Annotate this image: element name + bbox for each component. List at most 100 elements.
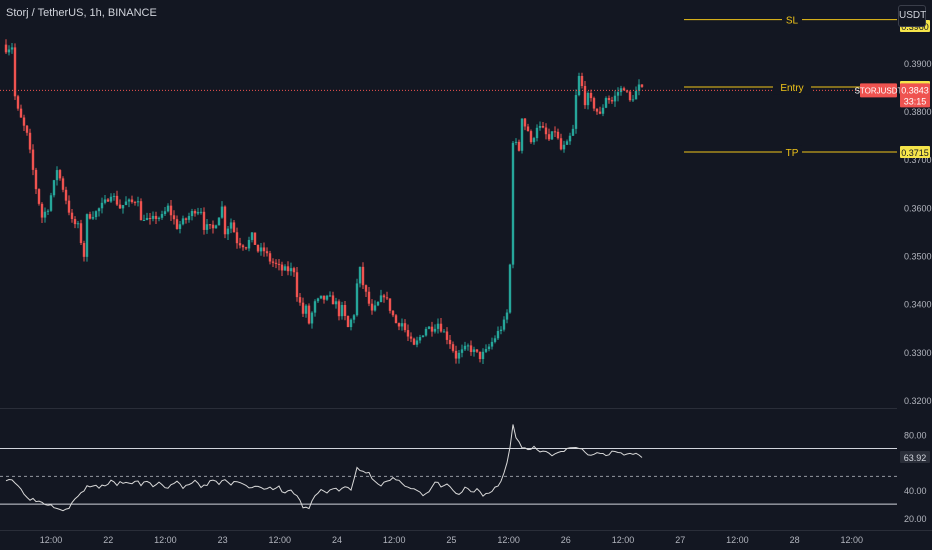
candle-body [232, 222, 236, 233]
candle-body [505, 312, 509, 320]
candle-body [496, 331, 500, 339]
candle-body [334, 301, 338, 305]
candle-body [547, 134, 551, 140]
candle-body [196, 212, 200, 214]
time-axis[interactable]: 12:00 22 12:00 23 12:00 24 12:00 25 12:00 26 12:00… [0, 530, 932, 546]
candle-body [415, 340, 419, 345]
candle-body [454, 350, 458, 359]
candle-body [448, 339, 452, 345]
candle-body [151, 215, 155, 219]
candle-body [103, 199, 107, 203]
candle-body [544, 127, 548, 135]
level-price-sl: 0.3960 [901, 22, 929, 32]
level-price-tp: 0.3715 [901, 148, 929, 158]
candle-body [58, 170, 62, 179]
symbol-tag: STORJUSDT [855, 86, 903, 95]
candle-body [124, 201, 128, 206]
rsi-line [5, 424, 643, 512]
candle-body [199, 211, 203, 213]
candle-body [631, 99, 635, 101]
candle-body [316, 298, 320, 302]
candle-body [22, 117, 26, 126]
time-tick-label: 12:00 [497, 535, 520, 545]
candle-body [361, 266, 365, 286]
candle-body [295, 272, 299, 298]
candle-body [577, 75, 581, 96]
candle-body [427, 326, 431, 329]
price-tick-label: 0.3200 [904, 396, 932, 406]
candle-body [241, 245, 245, 248]
candle-body [520, 118, 524, 151]
candle-body [265, 251, 269, 254]
candle-body [238, 243, 242, 246]
candle-body [283, 266, 287, 271]
candle-body [481, 351, 485, 360]
candle-body [307, 305, 311, 324]
candle-body [580, 75, 584, 87]
time-tick-label: 12:00 [40, 535, 63, 545]
candle-body [52, 180, 56, 196]
candle-body [382, 295, 386, 298]
candle-body [430, 326, 434, 332]
time-tick-label: 12:00 [383, 535, 406, 545]
candle-body [397, 323, 401, 327]
chart-title: Storj / TetherUS, 1h, BINANCE [6, 7, 157, 19]
candle-body [301, 302, 305, 314]
candle-body [37, 189, 41, 204]
candle-body [112, 195, 116, 197]
candle-body [94, 211, 98, 218]
candle-body [451, 344, 455, 351]
candle-body [514, 141, 518, 143]
candle-body [373, 305, 377, 311]
candle-body [115, 195, 119, 205]
candle-body [565, 141, 569, 145]
candle-body [556, 131, 560, 139]
candle-body [541, 125, 545, 128]
candle-body [28, 132, 32, 150]
candle-body [502, 319, 506, 330]
candle-body [181, 218, 185, 225]
candle-body [493, 338, 497, 342]
candle-body [499, 329, 503, 332]
candle-body [553, 131, 557, 133]
candle-body [121, 205, 125, 209]
level-label-sl: SL [786, 16, 799, 27]
level-label-entry: Entry [780, 83, 803, 94]
candle-body [67, 200, 71, 213]
candle-body [400, 323, 404, 327]
candle-body [190, 211, 194, 217]
candle-body [313, 301, 317, 313]
candle-body [55, 170, 59, 181]
current-price-label: 0.3843 [901, 85, 929, 95]
time-tick-label: 28 [790, 535, 800, 545]
candle-body [352, 315, 356, 320]
price-axis[interactable]: 0.3900 0.3800 0.3700 0.3600 0.3500 0.3400 0.33… [855, 20, 932, 524]
price-tick-label: 0.3700 [904, 155, 932, 165]
candle-body [616, 92, 620, 96]
candle-body [31, 149, 35, 170]
candle-body [532, 138, 536, 143]
candle-body [184, 218, 188, 220]
candle-body [364, 285, 368, 292]
candle-body [133, 202, 137, 204]
rsi-value-label: 63.92 [904, 453, 927, 463]
rsi-tick-label: 20.00 [904, 514, 927, 524]
candle-body [88, 214, 92, 219]
candle-body [469, 345, 473, 353]
candle-body [82, 243, 86, 257]
candle-body [253, 232, 257, 245]
candle-body [421, 335, 425, 338]
currency-button[interactable]: USDT [898, 5, 926, 27]
candle-body [310, 312, 314, 324]
candle-body [70, 212, 74, 220]
candle-body [97, 208, 101, 212]
candle-body [445, 331, 449, 340]
candle-body [622, 88, 626, 91]
candle-body [610, 100, 614, 102]
candle-body [346, 316, 350, 328]
time-tick-label: 12:00 [726, 535, 749, 545]
rsi-pane [0, 424, 897, 512]
time-tick-label: 12:00 [154, 535, 177, 545]
candle-body [394, 315, 398, 324]
